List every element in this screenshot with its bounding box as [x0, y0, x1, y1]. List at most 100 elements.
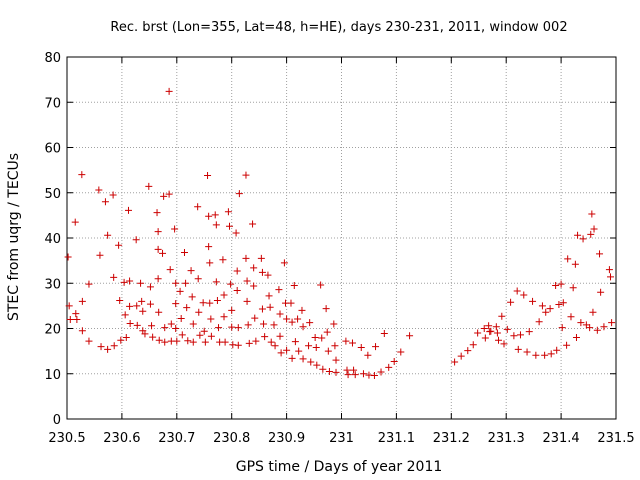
- data-point: [481, 334, 489, 342]
- data-point: [235, 190, 243, 198]
- data-point: [593, 326, 601, 334]
- data-point: [205, 212, 213, 220]
- y-tick-label: 0: [53, 413, 61, 428]
- data-point: [469, 341, 477, 349]
- data-point: [232, 229, 240, 237]
- data-point: [212, 221, 220, 229]
- data-point: [207, 315, 215, 323]
- data-point: [332, 368, 340, 376]
- data-point: [558, 324, 566, 332]
- data-point: [265, 292, 273, 300]
- data-point: [220, 291, 228, 299]
- data-point: [124, 206, 132, 214]
- data-point: [547, 350, 555, 358]
- data-point: [146, 300, 154, 308]
- data-point: [260, 320, 268, 328]
- data-point: [126, 320, 134, 328]
- data-point: [343, 366, 351, 374]
- data-point: [154, 228, 162, 236]
- data-point: [196, 331, 204, 339]
- data-point: [148, 322, 156, 330]
- data-point: [120, 278, 128, 286]
- data-point: [306, 319, 314, 327]
- data-point: [351, 371, 359, 379]
- data-point: [180, 248, 188, 256]
- data-point: [523, 348, 531, 356]
- chart-title: Rec. brst (Lon=355, Lat=48, h=HE), days …: [110, 20, 567, 35]
- data-point: [188, 293, 196, 301]
- data-point: [520, 291, 528, 299]
- data-point: [206, 259, 214, 267]
- data-point: [332, 356, 340, 364]
- data-point: [357, 344, 365, 352]
- data-point: [219, 256, 227, 264]
- y-tick-label: 50: [44, 187, 61, 202]
- data-point: [233, 267, 241, 275]
- data-point: [288, 354, 296, 362]
- data-point: [215, 324, 223, 332]
- data-point: [299, 355, 307, 363]
- data-point: [250, 264, 258, 272]
- data-point: [579, 235, 587, 243]
- data-point: [182, 279, 190, 287]
- data-point: [307, 358, 315, 366]
- data-point: [245, 339, 253, 347]
- data-point: [553, 346, 561, 354]
- data-point: [487, 327, 495, 335]
- data-point: [110, 342, 118, 350]
- data-point: [165, 87, 173, 95]
- data-point: [513, 287, 521, 295]
- data-point: [516, 331, 524, 339]
- data-point: [588, 210, 596, 218]
- data-point: [194, 203, 202, 211]
- data-point: [78, 171, 86, 179]
- data-point: [586, 324, 594, 332]
- data-point: [73, 315, 81, 323]
- data-point: [299, 323, 307, 331]
- data-point: [350, 366, 358, 374]
- data-point: [267, 338, 275, 346]
- data-point: [234, 324, 242, 332]
- data-point: [607, 273, 615, 281]
- data-point: [538, 302, 546, 310]
- data-point: [397, 348, 405, 356]
- data-point: [138, 297, 146, 305]
- data-point: [133, 321, 141, 329]
- data-point: [139, 307, 147, 315]
- data-point: [132, 236, 140, 244]
- data-point: [370, 372, 378, 380]
- data-point: [344, 371, 352, 379]
- data-point: [295, 347, 303, 355]
- data-point: [280, 259, 288, 267]
- data-point: [146, 283, 154, 291]
- data-point: [242, 171, 250, 179]
- data-point: [165, 190, 173, 198]
- data-point: [546, 305, 554, 313]
- data-point: [564, 255, 572, 263]
- data-point: [305, 342, 313, 350]
- data-point: [115, 241, 123, 249]
- data-point: [72, 310, 80, 318]
- data-point: [141, 330, 149, 338]
- y-tick-label: 40: [44, 232, 61, 247]
- data-point: [96, 251, 104, 259]
- y-tick-label: 30: [44, 277, 61, 292]
- data-point: [495, 336, 503, 344]
- data-point: [117, 336, 125, 344]
- data-point: [514, 345, 522, 353]
- data-point: [589, 308, 597, 316]
- data-point: [167, 320, 175, 328]
- data-point: [116, 296, 124, 304]
- x-tick-label: 230.9: [268, 431, 305, 446]
- data-point: [64, 253, 72, 261]
- data-point: [541, 351, 549, 359]
- x-tick-label: 231.2: [433, 431, 470, 446]
- data-point: [364, 351, 372, 359]
- data-point: [587, 230, 595, 238]
- y-axis-label: STEC from uqrg / TECUs: [6, 153, 22, 321]
- grid: [67, 57, 616, 419]
- data-point: [276, 332, 284, 340]
- y-tick-label: 60: [44, 142, 61, 157]
- data-point: [287, 299, 295, 307]
- data-point: [227, 280, 235, 288]
